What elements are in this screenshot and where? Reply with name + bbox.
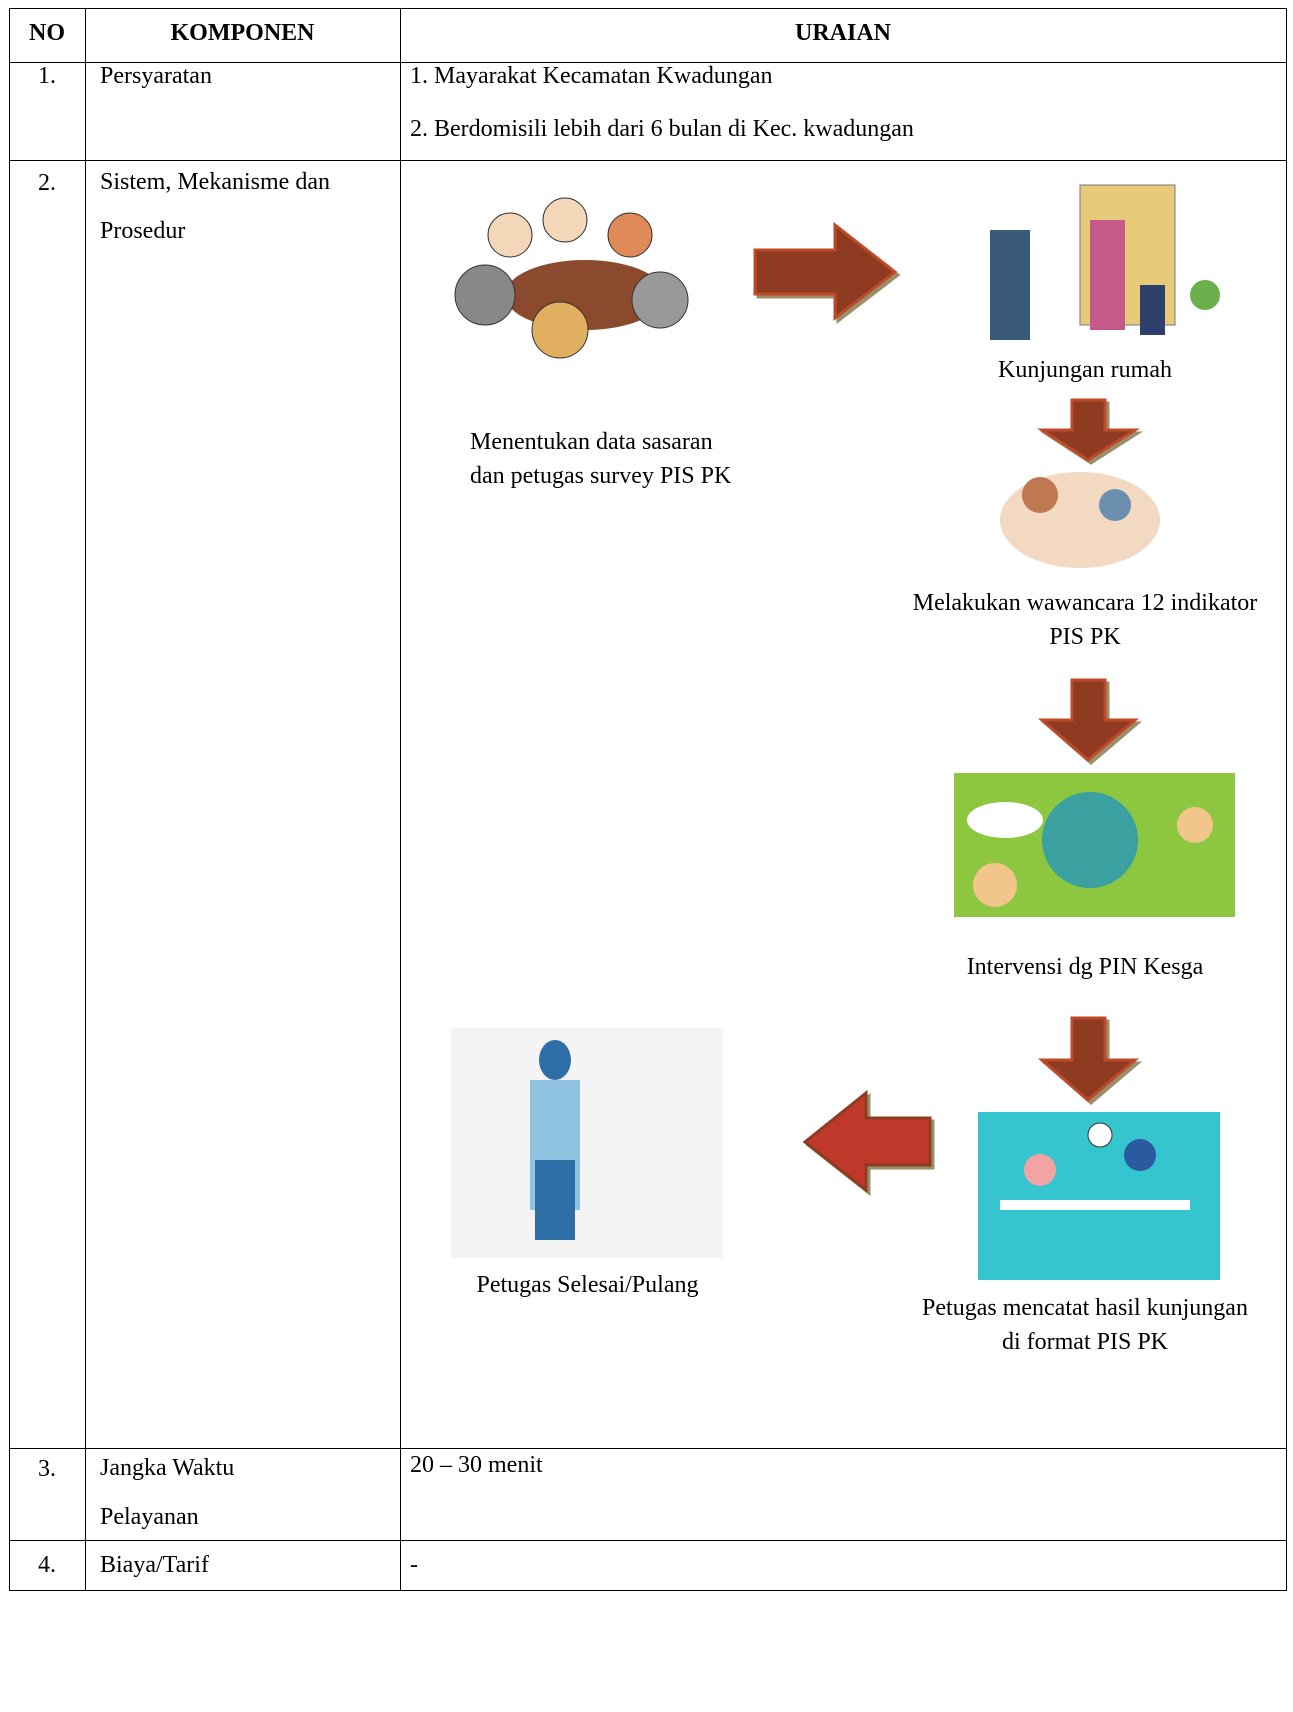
komponen: Biaya/Tarif [100,1552,209,1578]
record-image [978,1112,1220,1280]
row-no: 1. [38,63,56,89]
uraian: 20 – 30 menit [410,1452,543,1478]
arrow [753,221,898,322]
border [9,62,1287,63]
border [9,1590,1287,1591]
officer-image [451,1028,723,1258]
flow-step: Petugas Selesai/Pulang [476,1272,699,1298]
flow-step: Petugas mencatat hasil kunjungan di form… [922,1295,1248,1355]
interview-image [1000,472,1160,568]
meeting-image [454,197,689,359]
komponen: Persyaratan [100,63,212,89]
home-visit-image [978,184,1228,345]
border [85,8,86,1591]
border [9,1540,1287,1541]
arrow [1037,1016,1140,1102]
flow-step: Intervensi dg PIN Kesga [966,954,1204,980]
komponen: Jangka Waktu Pelayanan [100,1455,235,1530]
border [9,8,10,1591]
uraian: - [410,1552,418,1578]
border [400,8,401,1591]
pin-kesga-image [954,773,1235,917]
flow-step: Menentukan data sasaran dan petugas surv… [470,429,732,489]
arrow [802,1089,932,1194]
header: NO [29,20,65,46]
border [9,8,1287,9]
border [9,1448,1287,1449]
flow-step: Melakukan wawancara 12 indikator PIS PK [912,590,1258,650]
arrow [1037,678,1140,762]
header: KOMPONEN [170,20,315,46]
row-no: 3. [38,1456,56,1482]
flow-step: Kunjungan rumah [998,357,1172,383]
row-no: 4. [38,1552,56,1578]
flow-diagram [451,184,1235,1280]
row-no: 2. [38,170,56,196]
arrow [1036,398,1141,462]
list-item: 2. Berdomisili lebih dari 6 bulan di Kec… [410,116,914,142]
komponen: Sistem, Mekanisme dan Prosedur [100,169,330,244]
list-item: 1. Mayarakat Kecamatan Kwadungan [410,63,773,89]
border [1286,8,1287,1591]
border [9,160,1287,161]
header: URAIAN [795,20,891,46]
